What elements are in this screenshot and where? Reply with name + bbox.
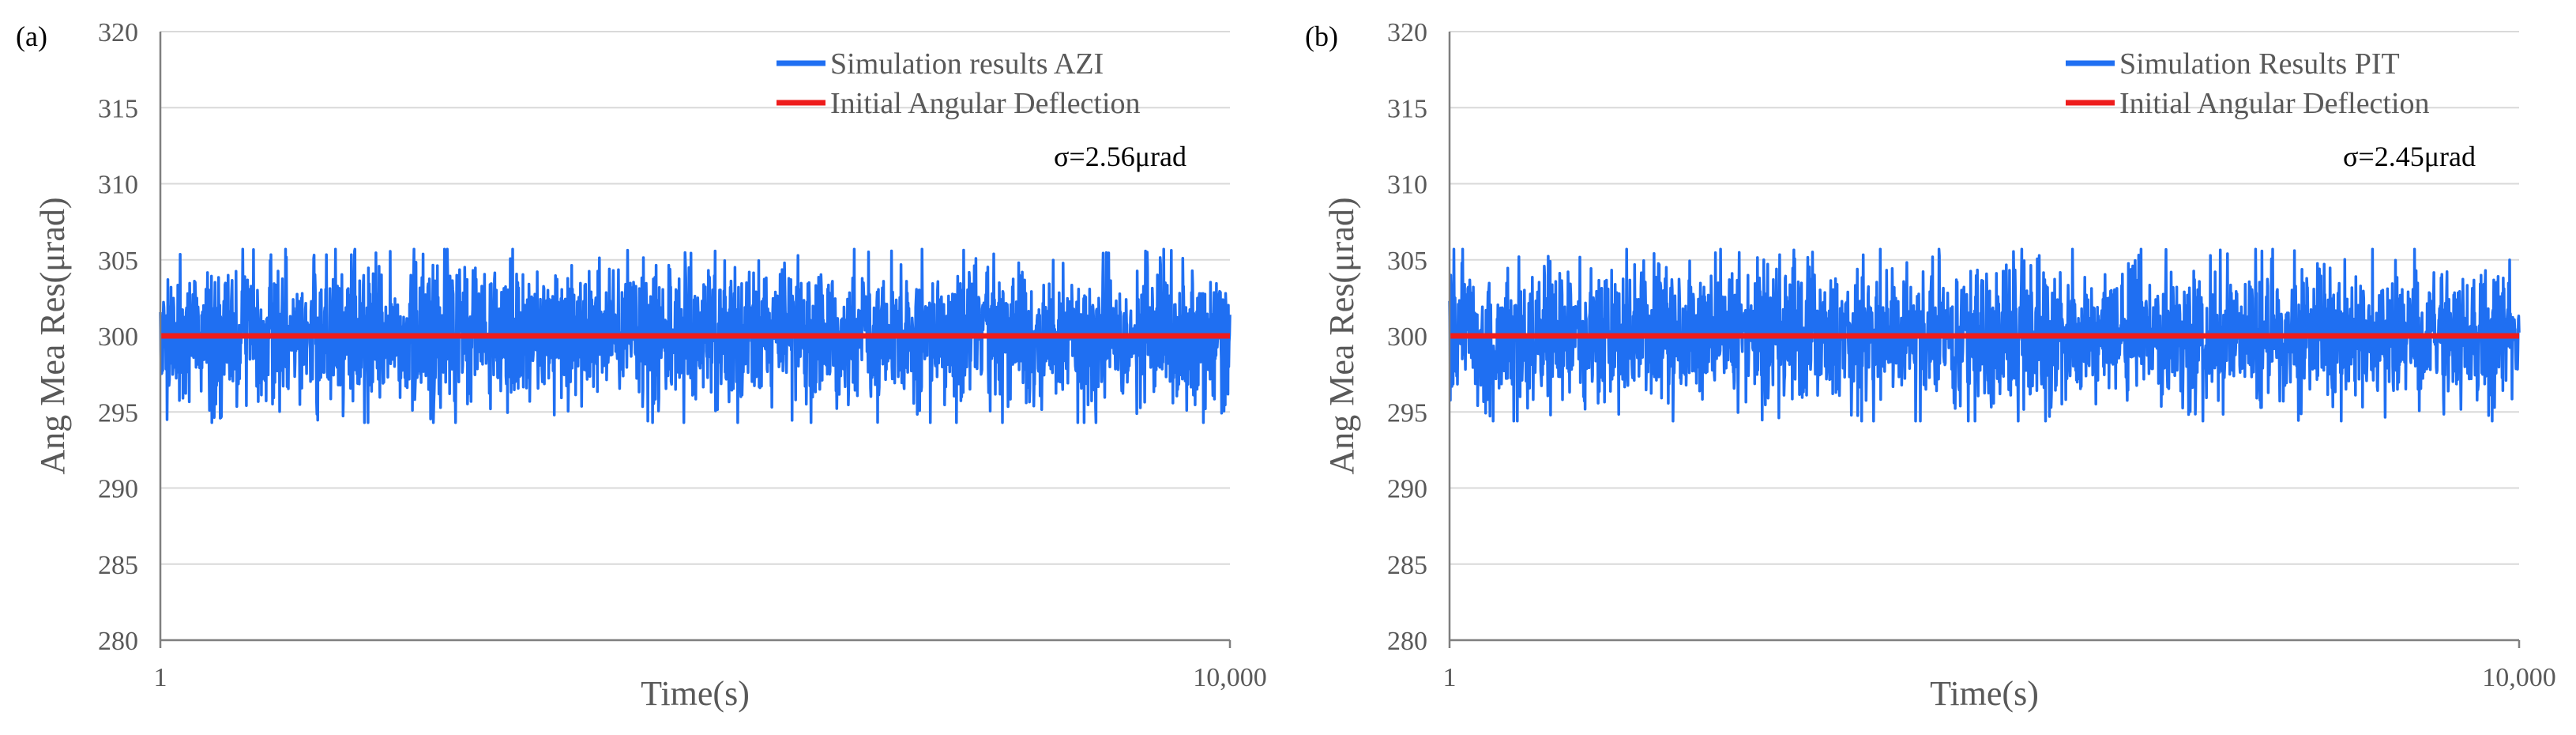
sigma-annotation-b: σ=2.45μrad	[2343, 141, 2476, 172]
panel-label-b: (b)	[1305, 21, 1338, 52]
y-tick-label: 315	[1387, 94, 1427, 123]
y-tick-labels-a: 280 285 290 295 300 305 310 315 320	[98, 18, 138, 656]
x-tick-label-end: 10,000	[2482, 663, 2556, 692]
legend-a: Simulation results AZI Initial Angular D…	[777, 47, 1141, 120]
y-tick-label: 280	[98, 627, 138, 656]
legend-label-simulation-pit: Simulation Results PIT	[2119, 47, 2400, 81]
legend-label-initial-deflection-a: Initial Angular Deflection	[830, 87, 1141, 120]
x-tick-label-end: 10,000	[1193, 663, 1267, 692]
y-tick-label: 300	[1387, 322, 1427, 352]
chart-panel-a: (a) 280 285 290 295 300 305 310 315 320 …	[16, 18, 1267, 713]
series-line-simulation-azi	[159, 247, 1232, 424]
y-tick-label: 310	[1387, 171, 1427, 200]
y-axis-title-b: Ang Mea Res(μrad)	[1322, 197, 1361, 474]
y-tick-label: 290	[98, 475, 138, 504]
legend-b: Simulation Results PIT Initial Angular D…	[2066, 47, 2430, 120]
y-tick-label: 290	[1387, 475, 1427, 504]
y-tick-label: 310	[98, 171, 138, 200]
y-tick-label: 295	[98, 398, 138, 428]
panel-label-a: (a)	[16, 21, 47, 52]
y-tick-labels-b: 280 285 290 295 300 305 310 315 320	[1387, 18, 1427, 656]
y-axis-title-a: Ang Mea Res(μrad)	[33, 197, 72, 474]
y-tick-label: 280	[1387, 627, 1427, 656]
y-tick-label: 300	[98, 322, 138, 352]
x-tick-label-start: 1	[1443, 663, 1457, 692]
x-axis-title-a: Time(s)	[641, 674, 750, 713]
y-tick-label: 320	[1387, 18, 1427, 47]
legend-label-initial-deflection-b: Initial Angular Deflection	[2119, 87, 2430, 120]
y-tick-label: 305	[1387, 247, 1427, 276]
x-tick-marks-a	[159, 640, 1232, 648]
x-tick-marks-b	[1448, 640, 2521, 648]
sigma-annotation-a: σ=2.56μrad	[1054, 141, 1186, 172]
x-tick-label-start: 1	[154, 663, 167, 692]
chart-panel-b: (b) 280 285 290 295 300 305 310 315 320 …	[1305, 18, 2556, 713]
y-tick-label: 285	[98, 551, 138, 580]
y-tick-label: 315	[98, 94, 138, 123]
legend-label-simulation-azi: Simulation results AZI	[830, 47, 1104, 81]
series-line-simulation-pit	[1448, 247, 2521, 423]
y-tick-label: 305	[98, 247, 138, 276]
y-tick-label: 295	[1387, 398, 1427, 428]
x-axis-title-b: Time(s)	[1930, 674, 2039, 713]
y-tick-label: 320	[98, 18, 138, 47]
y-tick-label: 285	[1387, 551, 1427, 580]
